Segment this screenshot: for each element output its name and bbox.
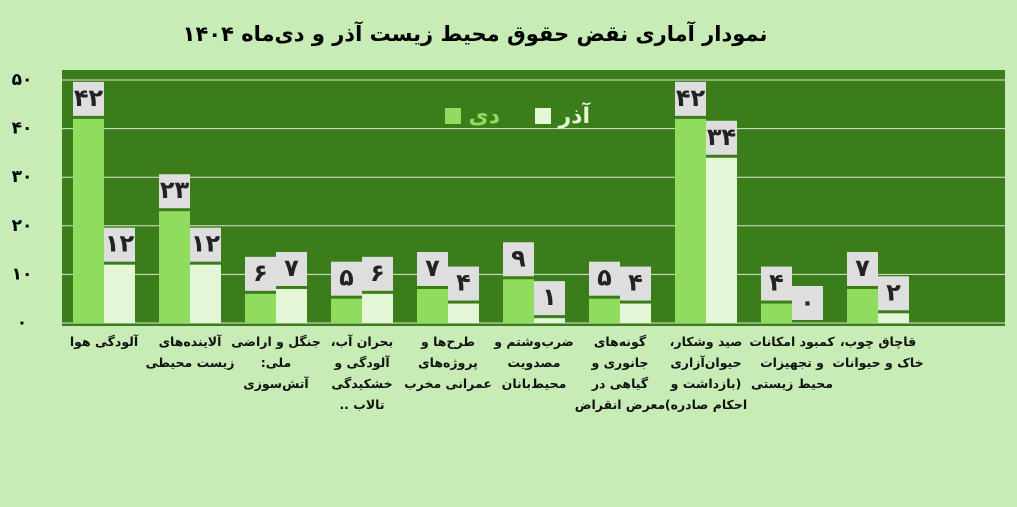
x-tick-label: کمبود امکانات و تجهیزات محیط زیستی xyxy=(749,334,835,391)
y-tick-label: ۲۰ xyxy=(12,216,33,236)
x-tick-label: گونه‌های جانوری و گیاهی در معرض انقراض xyxy=(574,334,666,412)
x-tick-label: آلودگی هوا xyxy=(69,334,139,349)
chart-title: نمودار آماری نقض حقوق محیط زیست آذر و دی… xyxy=(183,21,768,46)
value-label-box xyxy=(417,251,448,286)
bar xyxy=(503,279,534,323)
y-tick-label: ۱۰ xyxy=(12,264,33,284)
value-label: ۱۲ xyxy=(105,230,135,258)
bar xyxy=(878,313,909,323)
value-label-box xyxy=(620,266,651,301)
bar xyxy=(190,264,221,323)
value-label: ۹ xyxy=(511,244,526,272)
value-label: ۷ xyxy=(425,254,440,282)
x-tick-label: جنگل و اراضی ملی: آتش‌سوزی xyxy=(231,334,321,391)
x-tick-label: آلاینده‌های زیست محیطی xyxy=(145,334,235,370)
value-label-box xyxy=(589,261,620,296)
value-label: ۶ xyxy=(370,259,385,287)
bar xyxy=(104,264,135,323)
value-label: ۴ xyxy=(628,269,643,297)
bar xyxy=(73,118,104,323)
y-tick-label: ۳۰ xyxy=(12,167,33,187)
value-label: ۴ xyxy=(769,269,784,297)
x-tick-label: قاچاق چوب، خاک و حیوانات xyxy=(832,334,924,370)
y-tick-label: ۰ xyxy=(17,313,27,333)
value-label-box xyxy=(73,81,104,116)
value-label-box xyxy=(878,276,909,311)
bar xyxy=(331,298,362,323)
value-label: ۳۴ xyxy=(707,123,736,151)
value-label-box xyxy=(847,251,878,286)
bar xyxy=(534,318,565,323)
bar xyxy=(159,211,190,323)
bar xyxy=(761,303,792,323)
x-tick-label: ضرب‌وشتم و مصدویت محیط‌بانان xyxy=(494,334,574,391)
y-tick-label: ۵۰ xyxy=(12,70,33,90)
value-label-box xyxy=(362,256,393,291)
value-label: ۶ xyxy=(253,259,268,287)
x-tick-label: طرح‌ها و پروژه‌های عمرانی مخرب xyxy=(404,334,492,391)
bar xyxy=(276,288,307,323)
value-label-box xyxy=(448,266,479,301)
value-label-box xyxy=(276,251,307,286)
bar xyxy=(245,293,276,323)
value-label: ۲ xyxy=(886,278,901,306)
legend-label: آذر xyxy=(558,101,591,129)
value-label-box xyxy=(761,266,792,301)
bar xyxy=(847,288,878,323)
legend-label: دی xyxy=(469,104,500,129)
value-label-box xyxy=(104,227,135,262)
value-label: ۲۳ xyxy=(160,176,190,204)
value-label: ۱ xyxy=(542,283,557,311)
legend-swatch xyxy=(445,108,461,124)
x-tick-label: بحران آب، آلودگی و خشکیدگی تالاب .. xyxy=(330,334,394,412)
value-label: ۰ xyxy=(800,288,815,316)
value-label-box xyxy=(534,281,565,316)
bar xyxy=(448,303,479,323)
bar xyxy=(362,293,393,323)
value-label-box xyxy=(159,174,190,209)
x-tick-label: صید وشکار، حیوان‌آزاری (بازداشت و احکام … xyxy=(664,334,748,412)
value-label: ۱۲ xyxy=(191,230,221,258)
bar xyxy=(706,157,737,323)
value-label-box xyxy=(331,261,362,296)
value-label: ۴ xyxy=(456,269,471,297)
value-label: ۷ xyxy=(284,254,299,282)
value-label: ۴۲ xyxy=(74,84,104,112)
bar xyxy=(417,288,448,323)
value-label-box xyxy=(706,120,737,155)
bar xyxy=(589,298,620,323)
value-label-box xyxy=(675,81,706,116)
value-label-box xyxy=(503,242,534,277)
value-label-box xyxy=(190,227,221,262)
value-label: ۷ xyxy=(855,254,870,282)
value-label-box xyxy=(245,256,276,291)
value-label: ۴۲ xyxy=(676,84,706,112)
legend-swatch xyxy=(535,108,551,124)
bar xyxy=(620,303,651,323)
y-tick-label: ۴۰ xyxy=(12,119,33,139)
value-label-box xyxy=(792,286,823,320)
bar xyxy=(675,118,706,323)
value-label: ۵ xyxy=(597,264,612,292)
value-label: ۵ xyxy=(339,264,354,292)
